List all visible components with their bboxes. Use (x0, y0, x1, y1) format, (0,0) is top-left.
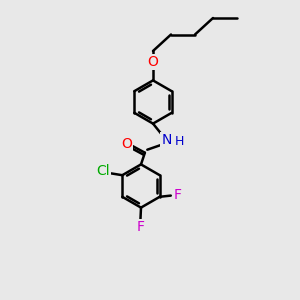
Text: O: O (122, 137, 132, 151)
Text: H: H (174, 135, 184, 148)
Text: N: N (161, 133, 172, 147)
Text: F: F (136, 220, 144, 234)
Text: Cl: Cl (96, 164, 110, 178)
Text: F: F (174, 188, 182, 202)
Text: O: O (148, 55, 158, 69)
